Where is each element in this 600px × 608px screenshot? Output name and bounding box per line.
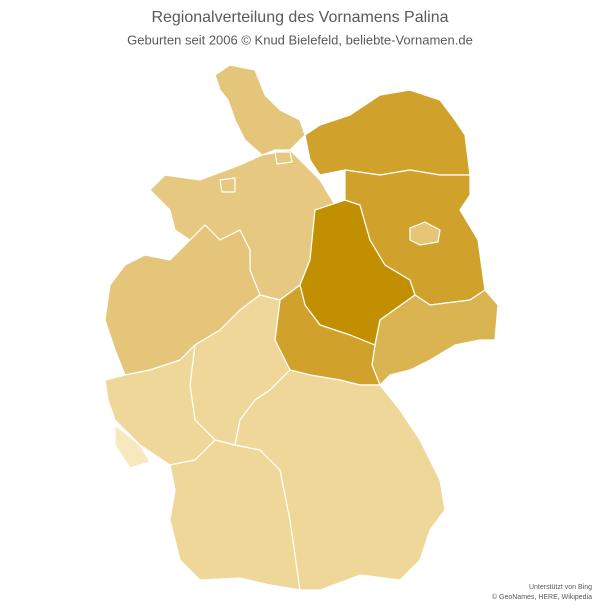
region <box>234 369 446 591</box>
region <box>219 177 236 193</box>
map-subtitle: Geburten seit 2006 © Knud Bielefeld, bel… <box>127 32 473 47</box>
region <box>409 221 441 246</box>
states <box>104 64 499 591</box>
region <box>371 289 499 386</box>
region <box>274 151 293 165</box>
attribution: Unterstützt von Bing <box>529 584 592 591</box>
region <box>214 64 306 156</box>
region <box>114 424 151 469</box>
attribution: © GeoNames, HERE, Wikipedia <box>492 593 592 601</box>
region <box>304 89 471 176</box>
map-title: Regionalverteilung des Vornamens Palina <box>151 9 448 26</box>
region <box>104 344 216 466</box>
